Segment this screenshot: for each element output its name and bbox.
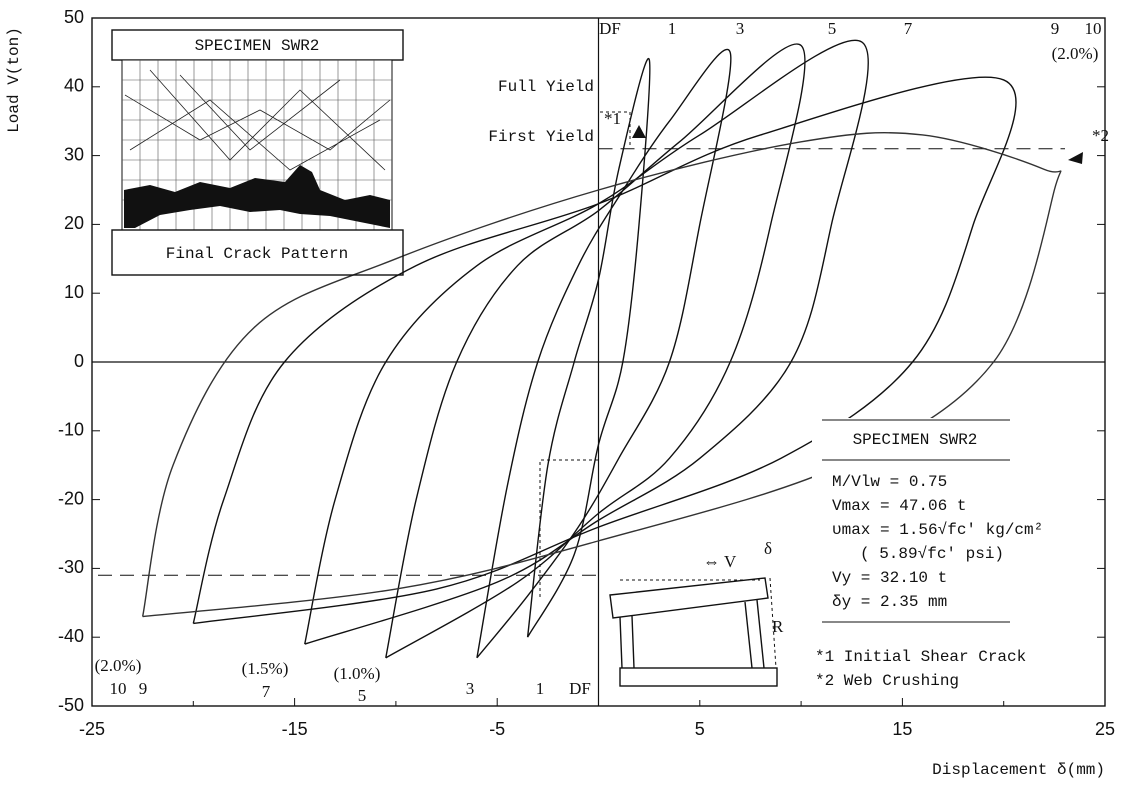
- cycle-label: 3: [466, 679, 475, 698]
- x-tick-label: -15: [282, 719, 308, 739]
- y-tick-label: 20: [64, 213, 84, 233]
- inset: SPECIMEN SWR2 Final Crack Pattern: [112, 30, 403, 275]
- cycle-label: 7: [262, 682, 271, 701]
- notes-title: SPECIMEN SWR2: [853, 431, 978, 449]
- note-line: M/Vlw = 0.75: [832, 473, 947, 491]
- note-line: ( 5.89√fc' psi): [860, 545, 1004, 563]
- x-tick-label: -25: [79, 719, 105, 739]
- cycle-label: (2.0%): [1052, 44, 1099, 63]
- cycle-label: 9: [139, 679, 148, 698]
- cycle-label: 10: [1085, 19, 1102, 38]
- cycle-label: 5: [828, 19, 837, 38]
- mark-label: *2: [1092, 126, 1109, 145]
- note-line: υmax = 1.56√fc' kg/cm²: [832, 521, 1043, 539]
- sketch-bg: [604, 560, 784, 700]
- cycle-label: 1: [536, 679, 545, 698]
- mark-arrow: [632, 125, 646, 138]
- chart: Displacement δ(mm) Load V(ton) SPECIMEN …: [0, 0, 1129, 785]
- full-yield-label: Full Yield: [498, 78, 594, 96]
- inset-title: SPECIMEN SWR2: [195, 37, 320, 55]
- note-line: Vmax = 47.06 t: [832, 497, 966, 515]
- note-line: δy = 2.35 mm: [832, 593, 947, 611]
- y-tick-label: -50: [58, 695, 84, 715]
- cycle-label: 3: [736, 19, 745, 38]
- note-line: Vy = 32.10 t: [832, 569, 947, 587]
- footnote: *1 Initial Shear Crack: [815, 648, 1026, 666]
- footnote: *2 Web Crushing: [815, 672, 959, 690]
- cycle-label: 1: [668, 19, 677, 38]
- y-tick-label: -40: [58, 626, 84, 646]
- inset-caption: Final Crack Pattern: [166, 245, 348, 263]
- cycle-label: (1.5%): [242, 659, 289, 678]
- cycle-label: 7: [904, 19, 913, 38]
- cycle-label: 10: [110, 679, 127, 698]
- y-axis-title: Load V(ton): [5, 27, 23, 133]
- cycle-label: (1.0%): [334, 664, 381, 683]
- y-tick-label: 50: [64, 7, 84, 27]
- mark-arrow: [1068, 152, 1083, 164]
- lower-bracket: [540, 460, 598, 598]
- x-tick-label: 25: [1095, 719, 1115, 739]
- x-tick-label: 5: [695, 719, 705, 739]
- frame-sketch: ⇔ V δ R: [604, 539, 784, 700]
- y-tick-label: 10: [64, 282, 84, 302]
- cycle-label: (2.0%): [95, 656, 142, 675]
- sketch-label: R: [772, 617, 784, 636]
- sketch-label: δ: [764, 539, 772, 558]
- cycle-label: DF: [599, 19, 621, 38]
- cycle-label: 9: [1051, 19, 1060, 38]
- x-axis-title: Displacement δ(mm): [932, 761, 1105, 779]
- cycle-label: 5: [358, 686, 367, 705]
- y-tick-label: -10: [58, 420, 84, 440]
- y-tick-label: 0: [74, 351, 84, 371]
- y-tick-label: -20: [58, 488, 84, 508]
- cycle-label: DF: [569, 679, 591, 698]
- x-tick-label: -5: [489, 719, 505, 739]
- first-yield-label: First Yield: [488, 128, 594, 146]
- y-tick-label: 30: [64, 144, 84, 164]
- sketch-label: ⇔ V: [703, 552, 737, 571]
- y-tick-label: 40: [64, 76, 84, 96]
- y-tick-label: -30: [58, 557, 84, 577]
- x-tick-label: 15: [892, 719, 912, 739]
